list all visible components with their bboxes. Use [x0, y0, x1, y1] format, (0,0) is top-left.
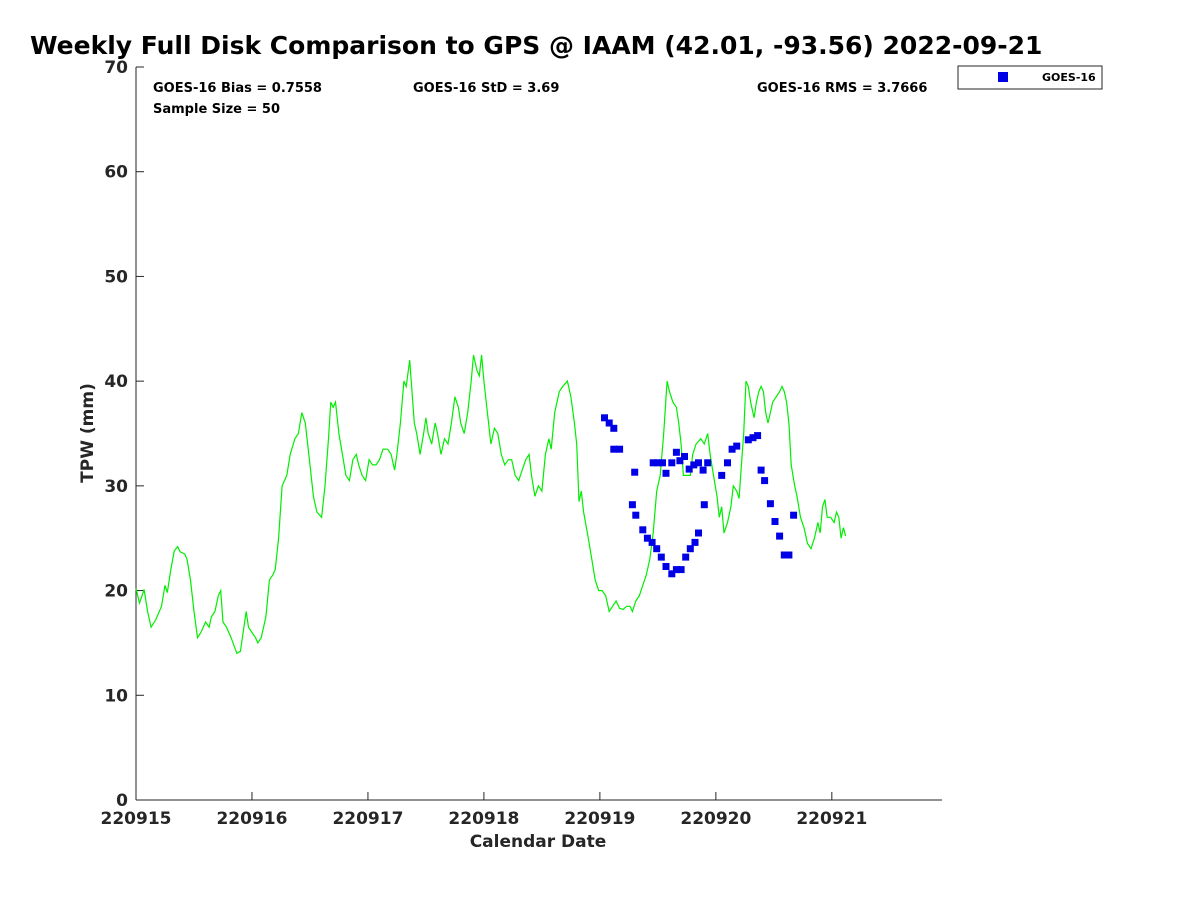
goes16-point	[632, 511, 640, 519]
plot-area: 220915 220916 220917 220918 220919 220920 2209…	[101, 58, 942, 829]
goes16-point	[700, 501, 708, 509]
goes16-point	[659, 459, 666, 467]
goes16-point	[686, 545, 694, 553]
x-tick-label: 220916	[216, 809, 287, 829]
goes16-point	[653, 545, 661, 553]
goes16-point	[682, 553, 690, 561]
goes16-point	[690, 461, 698, 469]
goes16-point	[610, 445, 618, 453]
rms-stat: GOES-16 RMS = 3.7666	[757, 81, 927, 96]
goes16-point	[605, 419, 613, 427]
goes16-point	[699, 466, 707, 474]
legend-box	[957, 65, 1103, 90]
goes16-point	[771, 518, 779, 525]
goes16-point	[776, 532, 784, 540]
goes16-point	[676, 457, 684, 465]
goes16-point	[610, 424, 618, 432]
y-axis-label: TPW (mm)	[78, 383, 98, 483]
goes16-point	[728, 445, 736, 453]
x-tick-label: 220921	[796, 809, 867, 829]
legend: GOES-16	[957, 65, 1103, 90]
y-tick-label: 30	[104, 477, 128, 497]
sample-size-stat: Sample Size = 50	[153, 102, 280, 117]
x-axis-ticks: 220915 220916 220917 220918 220919 220920 2209…	[101, 792, 867, 829]
legend-marker-goes16	[998, 72, 1008, 82]
goes16-point	[628, 501, 636, 509]
goes16-point	[662, 563, 670, 570]
goes16-point	[695, 459, 702, 467]
goes16-point	[677, 566, 685, 574]
x-tick-label: 220920	[680, 809, 751, 829]
y-tick-label: 10	[104, 686, 128, 706]
x-tick-label: 220918	[448, 809, 519, 829]
gps-tpw-line	[135, 354, 847, 655]
goes16-point	[744, 436, 752, 444]
y-tick-label: 0	[116, 791, 128, 811]
goes16-point	[616, 445, 624, 453]
plot-background	[136, 67, 942, 800]
std-stat: GOES-16 StD = 3.69	[413, 81, 559, 96]
goes16-point	[648, 538, 656, 546]
goes16-point	[662, 469, 670, 477]
x-tick-label: 220917	[332, 809, 403, 829]
goes16-point	[668, 570, 676, 578]
goes16-point	[724, 459, 731, 467]
goes16-point	[695, 529, 702, 537]
goes16-point	[649, 459, 657, 467]
goes16-point	[654, 459, 662, 467]
x-tick-label: 220919	[564, 809, 635, 829]
y-tick-label: 20	[104, 582, 128, 602]
goes16-point	[780, 551, 788, 559]
y-tick-label: 60	[104, 163, 128, 183]
goes16-point	[631, 468, 639, 476]
legend-label-goes16: GOES-16	[1042, 71, 1096, 84]
chart-title: Weekly Full Disk Comparison to GPS @ IAA…	[30, 31, 1042, 60]
series-layer	[135, 354, 847, 655]
y-tick-label: 70	[104, 58, 128, 78]
y-tick-label: 40	[104, 372, 128, 392]
goes16-point	[761, 477, 769, 485]
goes16-point	[643, 534, 651, 542]
goes16-point	[754, 432, 762, 440]
goes16-point	[766, 500, 774, 508]
goes16-point	[601, 414, 608, 422]
goes16-point	[785, 551, 793, 559]
y-tick-label: 50	[104, 267, 128, 287]
goes16-point	[704, 459, 712, 467]
goes16-point	[691, 538, 699, 546]
goes16-point	[733, 442, 741, 450]
goes16-point	[749, 434, 757, 442]
bias-stat: GOES-16 Bias = 0.7558	[153, 81, 322, 96]
x-axis-label: Calendar Date	[470, 832, 607, 852]
goes16-point	[757, 466, 765, 474]
goes16-point	[672, 566, 680, 574]
goes16-point	[657, 553, 665, 561]
x-tick-label: 220915	[101, 809, 172, 829]
goes16-point	[668, 459, 676, 467]
goes16-point	[672, 448, 680, 456]
goes16-point	[681, 453, 688, 460]
goes16-point	[639, 526, 647, 534]
goes16-point	[685, 465, 693, 473]
y-axis-ticks: 0 10 20 30 40 50 60 70	[104, 58, 144, 811]
goes16-point	[790, 511, 798, 519]
goes16-point	[718, 471, 726, 479]
